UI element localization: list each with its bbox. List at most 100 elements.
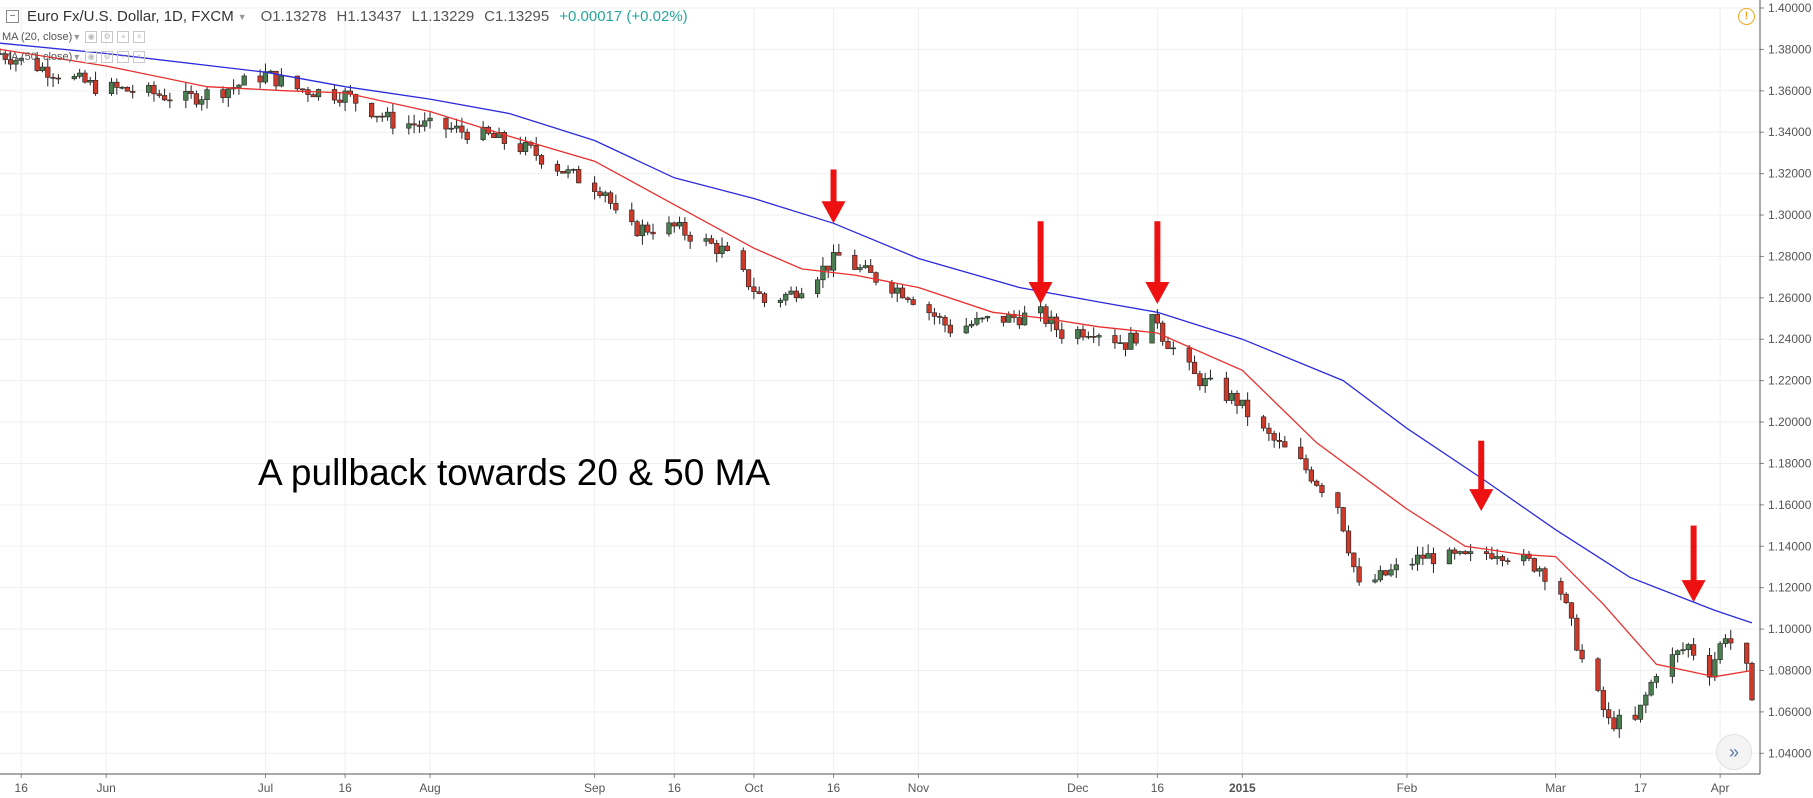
indicator-ma20-row[interactable]: MA (20, close) ▼ ◉ ⚙ + × [2,31,146,43]
candle-down [947,324,953,334]
y-tick-label: 1.18000 [1768,456,1812,470]
candle-down [416,124,423,127]
candle-down [161,95,168,101]
ohlc-readout: O1.13278 H1.13437 L1.13229 C1.13295 +0.0… [261,8,688,25]
ma20-line [0,48,1753,678]
candle-up [703,238,709,242]
double-chevron-right-icon[interactable]: » [1716,734,1752,770]
candle-up [1117,342,1123,344]
candle-up [1468,551,1474,555]
warning-circle-icon[interactable]: ! [1738,8,1755,25]
y-tick-label: 1.08000 [1768,663,1812,677]
candle-down [1053,316,1060,331]
candle-down [310,94,316,98]
candle-up [315,89,322,98]
candle-up [77,72,83,77]
candle-down [687,234,693,242]
candle-up [384,111,391,118]
candle-up [18,57,24,61]
indicator-ma50-row[interactable]: MA (50, close) ▼ ◉ ⚙ + × [2,51,146,63]
gear-icon[interactable]: ⚙ [101,31,114,43]
candle-up [1037,306,1044,314]
candle-down [1728,638,1734,644]
candle-up [783,293,789,301]
gear-icon[interactable]: ⚙ [101,51,114,63]
candle-down [300,88,306,91]
arrow-head [1145,282,1170,305]
candle-up [1393,564,1399,571]
indicator-ma50-label: MA (50, close) [2,51,73,63]
x-tick-label: Apr [1711,781,1730,795]
candle-down [592,182,598,192]
chevron-down-icon[interactable]: ▼ [72,52,82,62]
plus-icon[interactable]: + [117,51,130,63]
arrow-shaft [1478,440,1485,492]
candle-down [1319,485,1325,493]
candle-up [225,88,231,98]
y-tick-label: 1.28000 [1768,249,1812,263]
candle-down [50,77,56,79]
close-icon[interactable]: × [133,31,146,43]
close-value: C1.13295 [484,8,550,25]
candle-up [666,222,672,235]
candle-up [1229,393,1235,401]
candle-up [1372,579,1378,583]
candle-up [602,192,608,196]
candle-down [501,132,507,144]
candle-down [873,272,879,283]
candle-down [1303,458,1309,471]
candle-down [1016,317,1022,326]
candle-down [1197,373,1203,387]
y-tick-label: 1.04000 [1768,746,1812,760]
candle-down [1691,644,1697,656]
y-tick-label: 1.14000 [1768,539,1812,553]
arrow-head [1028,282,1053,305]
candle-down [353,94,359,104]
candle-down [1165,341,1171,350]
candle-up [13,60,19,65]
candle-up [199,99,205,105]
plus-icon[interactable]: + [117,31,130,43]
candle-up [422,120,428,127]
eye-icon[interactable]: ◉ [85,31,98,43]
candle-down [1000,316,1007,323]
x-tick-label: Sep [584,781,606,795]
candle-down [905,297,911,300]
candle-down [1531,558,1537,572]
candle-up [241,75,247,86]
y-tick-label: 1.38000 [1768,42,1812,56]
candle-up [1669,654,1675,677]
candle-down [634,221,640,237]
y-tick-label: 1.22000 [1768,374,1812,388]
chevron-down-icon[interactable]: ▼ [72,32,82,42]
candle-down [491,133,497,139]
eye-icon[interactable]: ◉ [85,51,98,63]
symbol-title[interactable]: Euro Fx/U.S. Dollar, 1D, FXCM [27,8,234,25]
y-tick-label: 1.34000 [1768,125,1812,139]
candle-down [92,79,99,94]
arrow-head [1469,489,1494,512]
chart-header: − Euro Fx/U.S. Dollar, 1D, FXCM ▼ O1.132… [6,8,688,25]
candle-down [1452,549,1458,554]
candle-down [1563,593,1569,604]
candle-up [427,117,433,122]
x-tick-label: 17 [1634,781,1648,795]
candle-up [968,323,975,327]
candle-up [719,245,725,254]
candle-down [745,269,752,288]
close-icon[interactable]: × [133,51,146,63]
candle-down [889,282,895,294]
collapse-square-icon[interactable]: − [6,10,19,23]
candle-up [1722,638,1729,644]
y-tick-label: 1.26000 [1768,291,1812,305]
chevron-down-icon[interactable]: ▼ [237,11,247,22]
candle-down [82,72,88,83]
candle-down [910,299,916,305]
candle-down [0,53,3,55]
candle-down [1606,709,1612,719]
candle-up [820,265,826,281]
candle-up [814,279,821,294]
candle-down [188,91,194,94]
candle-down [724,245,730,251]
